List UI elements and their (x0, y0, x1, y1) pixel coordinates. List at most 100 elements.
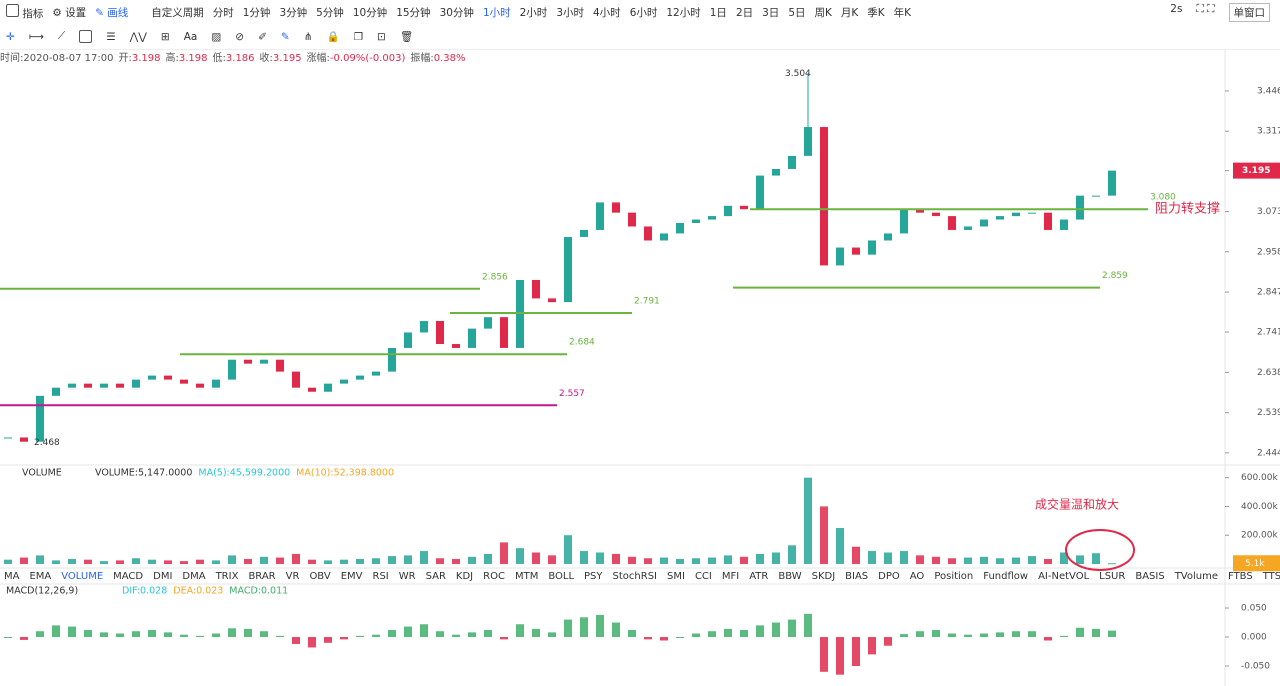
indicator-tab[interactable]: ROC (483, 571, 505, 582)
indicator-tab[interactable]: TRIX (215, 571, 239, 582)
period[interactable]: 10分钟 (352, 6, 388, 19)
tool[interactable]: ⟋ (57, 30, 66, 42)
indicator-tab[interactable]: BBW (778, 571, 801, 582)
indicator-tab[interactable]: FTBS (1228, 571, 1253, 582)
indicator-tab[interactable]: DPO (878, 571, 900, 582)
tool[interactable]: ▨ (211, 30, 222, 43)
indicator-tab[interactable]: Position (934, 571, 973, 582)
tool[interactable]: 🗑 (399, 31, 414, 43)
settings-button[interactable]: ⚙ 设置 (52, 6, 87, 19)
indicator-tab[interactable]: LSUR (1099, 571, 1125, 582)
bar (1108, 563, 1116, 565)
tool[interactable]: Aa (183, 30, 198, 43)
indicator-tab[interactable]: MFI (722, 571, 739, 582)
period[interactable]: 自定义周期 (151, 6, 204, 19)
period[interactable]: 季K (867, 6, 885, 19)
indicator-tab[interactable]: OBV (309, 571, 330, 582)
period[interactable]: 5日 (788, 6, 806, 19)
bar (36, 631, 44, 638)
tool[interactable]: ⊘ (235, 30, 245, 43)
period[interactable]: 12小时 (666, 6, 701, 19)
bar (404, 626, 412, 638)
indicator-tab[interactable]: SMI (667, 571, 685, 582)
indicator-tab[interactable]: BOLL (548, 571, 574, 582)
indicator-tab[interactable]: Fundflow (983, 571, 1028, 582)
indicator-tab[interactable]: ATR (749, 571, 768, 582)
indicator-tab[interactable]: KDJ (456, 571, 473, 582)
bar (884, 552, 892, 564)
bar (20, 557, 28, 564)
annotation: 成交量温和放大 (1035, 497, 1119, 512)
bar (388, 630, 396, 638)
period[interactable]: 月K (840, 6, 859, 19)
indicator-tab[interactable]: DMA (182, 571, 205, 582)
bar (84, 559, 92, 564)
period[interactable]: 1日 (709, 6, 727, 19)
indicator-tab[interactable]: TTSI (1262, 571, 1280, 582)
indicator-tab[interactable]: PSY (584, 571, 603, 582)
indicator-tab[interactable]: RSI (373, 571, 389, 582)
period[interactable]: 5分钟 (316, 6, 344, 19)
indicator-tab[interactable]: BIAS (845, 571, 868, 582)
indicator-tab[interactable]: BRAR (248, 571, 275, 582)
indicator-button[interactable]: 指标 (6, 3, 43, 21)
bar (1076, 555, 1084, 564)
indicator-tab[interactable]: MACD (113, 571, 143, 582)
candle (260, 359, 268, 364)
period[interactable]: 30分钟 (439, 6, 474, 19)
period[interactable]: 6小时 (629, 6, 658, 19)
period[interactable]: 1分钟 (242, 6, 271, 19)
period[interactable]: 3日 (762, 6, 780, 19)
indicator-tab[interactable]: EMV (341, 571, 363, 582)
indicator-tab[interactable]: DMI (153, 571, 172, 582)
indicator-tab[interactable]: VR (286, 571, 300, 582)
indicator-tab[interactable]: MTM (515, 571, 538, 582)
indicator-tab[interactable]: AO (910, 571, 925, 582)
tool[interactable]: ✛ (6, 30, 15, 43)
indicator-tab[interactable]: TVolume (1174, 571, 1218, 582)
period[interactable]: 2小时 (519, 6, 548, 19)
period[interactable]: 2日 (735, 6, 754, 19)
period[interactable]: 年K (893, 6, 912, 19)
indicator-tab[interactable]: BASIS (1135, 571, 1164, 582)
period[interactable]: 分时 (212, 6, 234, 19)
bar (772, 622, 780, 638)
indicator-tab[interactable]: AI-NetVOL (1038, 571, 1089, 582)
indicator-tab[interactable]: StochRSI (613, 571, 657, 582)
indicator-tab[interactable]: WR (399, 571, 416, 582)
indicator-tab[interactable]: VOLUME (61, 571, 103, 582)
tool[interactable]: ❐ (353, 30, 363, 43)
period[interactable]: 15分钟 (396, 6, 431, 19)
layout-select[interactable]: 单窗口 (1228, 2, 1270, 22)
indicator-tab[interactable]: SKDJ (812, 571, 836, 582)
draw-button[interactable]: ✎ 画线 (95, 6, 129, 19)
info-label: 振幅: (410, 51, 433, 64)
candle (1060, 219, 1068, 230)
tool[interactable] (79, 30, 93, 43)
indicator-tab[interactable]: SAR (426, 571, 446, 582)
candle (884, 233, 892, 241)
candle (788, 155, 796, 169)
period[interactable]: 3小时 (556, 6, 584, 19)
tool[interactable]: ⋔ (303, 30, 313, 43)
fullscreen[interactable]: ⛶ ⛶ (1196, 2, 1215, 15)
refresh[interactable]: 2s (1170, 2, 1183, 15)
tool[interactable]: ⊡ (377, 30, 386, 43)
indicator-tab[interactable]: EMA (29, 571, 51, 582)
period[interactable]: 1小时 (482, 6, 511, 19)
bar (484, 630, 492, 638)
tool[interactable]: ⊞ (160, 30, 170, 43)
tool[interactable]: 🔒 (326, 31, 340, 43)
tool[interactable]: ⋀⋁ (129, 30, 147, 43)
tool[interactable]: ☰ (106, 30, 116, 43)
period[interactable]: 3分钟 (279, 6, 308, 19)
indicator-tab[interactable]: MA (4, 571, 20, 582)
tool[interactable]: ⟼ (28, 30, 44, 43)
tool[interactable]: ✐ (258, 30, 267, 43)
indicator-tab[interactable]: CCI (695, 571, 712, 582)
bar (612, 622, 620, 638)
period[interactable]: 周K (814, 6, 832, 19)
period[interactable]: 4小时 (593, 6, 621, 19)
tool[interactable]: ✎ (280, 30, 290, 43)
candle (692, 219, 700, 224)
